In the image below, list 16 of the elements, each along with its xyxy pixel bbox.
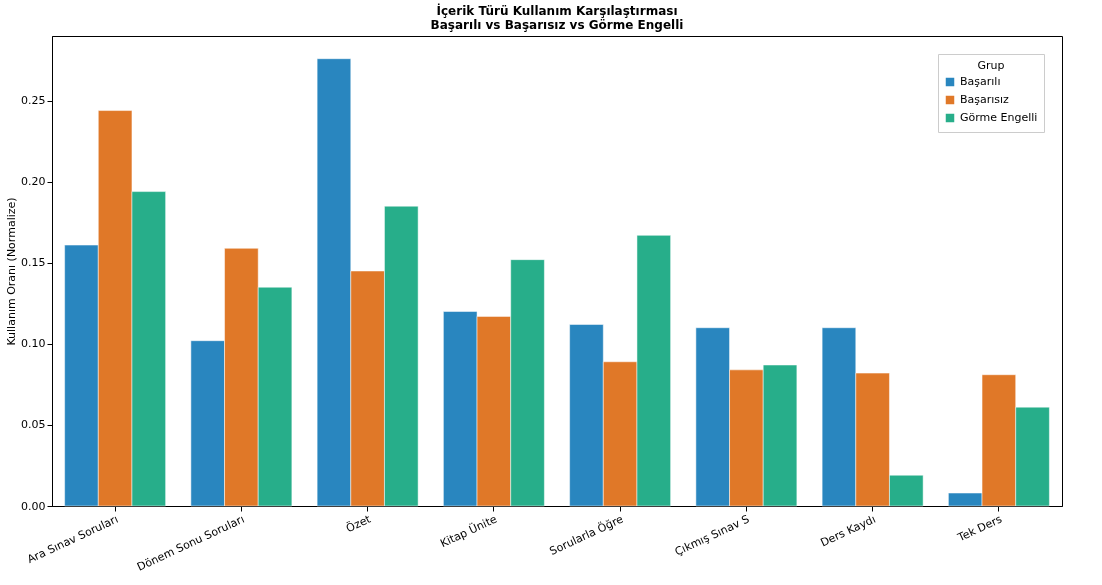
y-tick-label: 0.00 (21, 499, 46, 513)
legend-label: Başarısız (960, 93, 1010, 106)
x-tick-label: Tek Ders (954, 512, 1005, 545)
x-tick-label: Ders Kaydı (818, 512, 878, 550)
chart-title: İçerik Türü Kullanım Karşılaştırması Başarılı vs Başarısız vs Görme Engelli (430, 3, 684, 32)
y-tick-label: 0.05 (21, 418, 46, 432)
y-axis-title: Kullanım Oranı (Normalize) (5, 197, 19, 346)
y-tick-label: 0.10 (21, 337, 46, 351)
x-tick-label: Kitap Ünite (438, 512, 500, 551)
y-tick-label: 0.20 (21, 175, 46, 189)
y-tick-label: 0.25 (21, 94, 46, 108)
x-tick-label: Özet (344, 512, 374, 536)
legend-title: Grup (977, 59, 1005, 72)
legend-label: Görme Engelli (960, 111, 1038, 124)
y-tick-label: 0.15 (21, 256, 46, 270)
legend-label: Başarılı (960, 75, 1001, 88)
